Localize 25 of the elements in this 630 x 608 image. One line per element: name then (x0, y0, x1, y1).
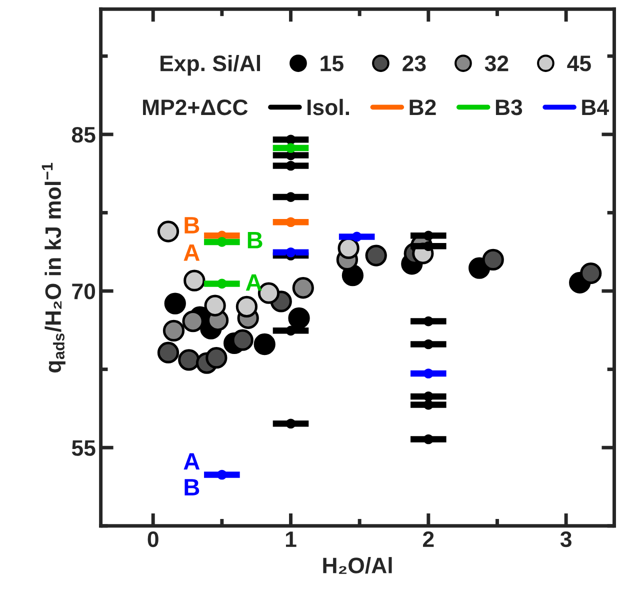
annotation: B (184, 217, 200, 234)
y-tick-label: 70 (72, 284, 96, 300)
annotation: A (184, 453, 200, 470)
x-tick-label: 3 (560, 531, 572, 548)
legend-label: B4 (582, 100, 609, 115)
legend-label: 32 (484, 56, 508, 72)
annotation: B (248, 232, 262, 248)
y-tick-label: 85 (72, 126, 96, 143)
annotation: MP2+ΔCC (143, 99, 248, 116)
x-tick-label: 0 (148, 531, 158, 548)
legend-label: 45 (567, 56, 591, 72)
legend-label: B3 (496, 99, 522, 116)
legend-label: 15 (320, 56, 344, 72)
legend-label: 23 (402, 56, 426, 72)
x-tick-label: 2 (423, 531, 434, 547)
x-axis-title: H₂O/Al (323, 557, 392, 574)
x-tick-label: 1 (286, 532, 296, 547)
annotation: B (184, 479, 200, 496)
y-tick-label: 55 (72, 440, 96, 456)
annotation: A (246, 274, 262, 291)
legend-label: B2 (410, 99, 436, 115)
legend-title: Exp. Si/Al (160, 54, 260, 76)
y-axis-title: q$_{ads}$/H₂O in kJ mol$^{−1}$ (42, 162, 66, 372)
legend-label: Isol. (308, 98, 349, 116)
annotation: A (184, 244, 200, 261)
